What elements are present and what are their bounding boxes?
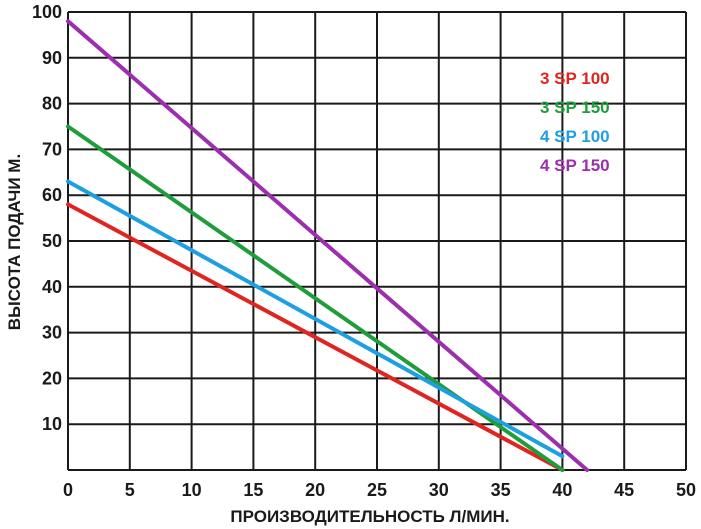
chart-grid — [67, 11, 687, 471]
x-tick-label: 25 — [367, 480, 387, 500]
legend-entry: 3 SP 150 — [540, 98, 610, 117]
x-axis-label: ПРОИЗВОДИТЕЛЬНОСТЬ Л/МИН. — [230, 507, 509, 526]
y-tick-label: 30 — [42, 323, 62, 343]
x-tick-label: 50 — [676, 480, 696, 500]
x-tick-label: 30 — [429, 480, 449, 500]
x-axis-ticks: 0 5 10 15 20 25 30 35 40 45 50 — [63, 480, 696, 500]
y-tick-label: 10 — [42, 414, 62, 434]
x-tick-label: 5 — [125, 480, 135, 500]
y-tick-label: 100 — [32, 2, 62, 22]
x-tick-label: 15 — [243, 480, 263, 500]
y-tick-label: 80 — [42, 94, 62, 114]
x-tick-label: 0 — [63, 480, 73, 500]
y-tick-label: 20 — [42, 368, 62, 388]
legend-entry: 4 SP 150 — [540, 156, 610, 175]
chart-series-lines — [66, 19, 590, 472]
y-tick-label: 40 — [42, 277, 62, 297]
y-tick-label: 70 — [42, 139, 62, 159]
legend-entry: 4 SP 100 — [540, 127, 610, 146]
y-tick-label: 50 — [42, 231, 62, 251]
x-tick-label: 20 — [305, 480, 325, 500]
x-tick-label: 45 — [614, 480, 634, 500]
y-tick-label: 90 — [42, 48, 62, 68]
chart-legend: 3 SP 100 3 SP 150 4 SP 100 4 SP 150 — [540, 69, 610, 175]
y-axis-ticks: 10 20 30 40 50 60 70 80 90 100 — [32, 2, 62, 434]
series-line-4-sp-150 — [66, 19, 590, 472]
x-tick-label: 35 — [491, 480, 511, 500]
y-axis-label: ВЫСОТА ПОДАЧИ М. — [5, 154, 24, 330]
y-tick-label: 60 — [42, 185, 62, 205]
x-tick-label: 10 — [182, 480, 202, 500]
x-tick-label: 40 — [552, 480, 572, 500]
series-line-4-sp-100 — [66, 179, 565, 459]
legend-entry: 3 SP 100 — [540, 69, 610, 88]
series-line-3-sp-100 — [66, 202, 565, 472]
